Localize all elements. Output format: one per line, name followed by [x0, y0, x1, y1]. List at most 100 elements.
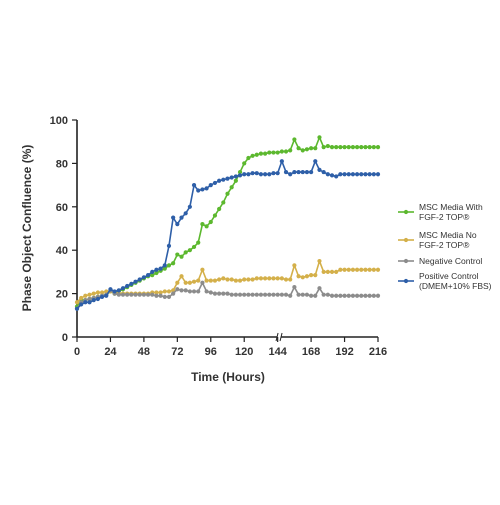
data-point — [271, 150, 276, 155]
legend-label: Positive Control — [419, 271, 479, 281]
data-point — [250, 292, 255, 297]
data-point — [363, 293, 368, 298]
data-point — [166, 289, 172, 294]
legend-label: FGF-2 TOP® — [419, 212, 470, 222]
data-point — [79, 295, 84, 301]
data-point — [267, 150, 272, 155]
data-point — [304, 147, 310, 152]
data-point — [250, 171, 255, 176]
legend-swatch-marker — [403, 209, 409, 215]
data-point — [321, 269, 326, 274]
data-point — [133, 279, 138, 284]
data-point — [325, 269, 330, 274]
data-point — [371, 145, 376, 150]
axis-break-mark — [275, 332, 279, 342]
data-point — [87, 296, 92, 302]
data-point — [221, 177, 226, 182]
data-point — [204, 224, 209, 229]
data-point — [200, 280, 205, 285]
data-point — [150, 292, 155, 297]
data-point — [225, 176, 230, 181]
data-point — [196, 278, 201, 283]
legend-label: Negative Control — [419, 256, 482, 266]
data-point — [346, 172, 351, 177]
data-point — [217, 291, 222, 296]
legend-item: Positive Control(DMEM+10% FBS) — [398, 271, 492, 291]
data-point — [175, 287, 180, 292]
data-point — [87, 300, 92, 305]
data-point — [288, 148, 293, 153]
data-point — [246, 155, 251, 161]
data-point — [263, 276, 268, 281]
data-point — [208, 183, 213, 188]
data-point — [334, 174, 339, 179]
data-point — [187, 289, 192, 294]
data-point — [329, 173, 335, 178]
data-point — [321, 169, 326, 175]
legend-label: MSC Media No — [419, 230, 477, 240]
data-point — [254, 292, 259, 297]
data-point — [191, 289, 197, 294]
data-point — [229, 277, 234, 282]
data-point — [162, 289, 167, 294]
data-point — [350, 267, 356, 272]
data-point — [317, 167, 322, 173]
data-point — [74, 300, 80, 305]
data-point — [296, 169, 301, 175]
y-tick-label: 40 — [56, 245, 68, 257]
data-point — [367, 145, 372, 150]
data-point — [267, 172, 272, 177]
data-point — [208, 219, 213, 225]
y-tick-label: 100 — [50, 115, 68, 127]
data-point — [263, 292, 268, 297]
data-point — [154, 290, 159, 295]
data-point — [359, 172, 364, 177]
series-2 — [74, 258, 381, 305]
data-point — [150, 273, 155, 278]
data-point — [304, 274, 310, 279]
data-point — [191, 183, 197, 188]
data-point — [313, 293, 318, 298]
data-point — [371, 293, 376, 298]
data-point — [217, 277, 222, 282]
data-point — [204, 278, 209, 283]
data-point — [91, 298, 96, 303]
legend-swatch-marker — [403, 237, 409, 243]
data-point — [375, 267, 381, 272]
data-point — [359, 145, 364, 150]
x-tick-label: 168 — [302, 346, 320, 358]
data-point — [346, 267, 351, 272]
data-point — [217, 178, 222, 183]
data-point — [208, 290, 213, 295]
x-axis-title: Time (Hours) — [191, 370, 265, 384]
data-point — [354, 145, 360, 150]
data-point — [275, 150, 280, 155]
data-point — [175, 222, 180, 227]
data-point — [309, 293, 314, 298]
x-tick-label: 216 — [369, 346, 387, 358]
data-point — [229, 185, 234, 190]
data-point — [325, 172, 330, 177]
series-3 — [74, 280, 381, 311]
data-point — [154, 267, 159, 272]
data-point — [183, 250, 188, 255]
data-point — [288, 293, 293, 298]
data-point — [212, 291, 218, 296]
series-4 — [74, 159, 381, 311]
data-point — [329, 269, 335, 274]
data-point — [242, 292, 247, 297]
data-point — [363, 145, 368, 150]
x-tick-label: 144 — [268, 346, 287, 358]
data-point — [171, 215, 176, 220]
data-point — [99, 290, 105, 295]
data-point — [95, 296, 101, 302]
x-tick-label: 48 — [138, 346, 150, 358]
data-point — [83, 293, 88, 298]
data-point — [242, 161, 247, 166]
data-point — [271, 292, 276, 297]
data-point — [179, 254, 184, 259]
data-point — [229, 175, 234, 180]
data-point — [346, 293, 351, 298]
